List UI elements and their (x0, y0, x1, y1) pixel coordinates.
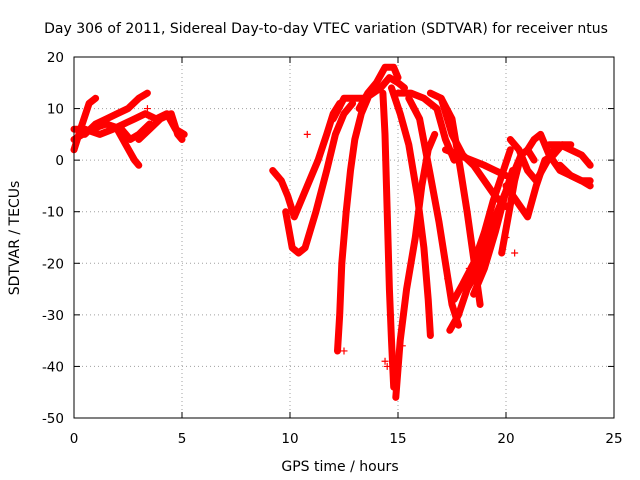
data-track (81, 89, 151, 138)
data-track (388, 84, 434, 339)
data-track (269, 99, 344, 221)
data-track (329, 74, 408, 123)
data-point (444, 275, 452, 283)
data-point (303, 130, 311, 138)
data-point (143, 105, 151, 113)
data-track (355, 63, 402, 113)
y-tick-label: -30 (42, 308, 64, 324)
data-track (545, 141, 594, 169)
x-tick-label: 25 (605, 431, 622, 447)
data-track (450, 146, 514, 303)
y-axis-label: SDTVAR / TECUs (7, 181, 23, 296)
data-track (394, 89, 458, 164)
data-point (465, 264, 473, 272)
axis-ticks: 0 5 10 15 20 25 -50 -40 -30 -20 -10 0 10 20 (42, 50, 623, 447)
x-tick-label: 5 (178, 431, 187, 447)
data-points (70, 63, 594, 401)
x-tick-label: 15 (389, 431, 406, 447)
y-tick-label: 10 (47, 102, 64, 118)
x-tick-label: 0 (70, 431, 79, 447)
x-tick-label: 10 (281, 431, 298, 447)
y-tick-label: -10 (42, 205, 64, 221)
data-point (502, 234, 510, 241)
data-track (282, 99, 357, 257)
x-axis-label: GPS time / hours (281, 459, 398, 475)
y-tick-label: -40 (42, 359, 64, 375)
data-track (556, 161, 594, 190)
data-track (379, 89, 398, 391)
data-point (383, 362, 391, 370)
data-point (511, 249, 519, 257)
plot-frame (73, 56, 615, 419)
y-tick-label: -20 (42, 256, 64, 272)
y-tick-label: 20 (47, 50, 64, 66)
data-track (442, 146, 510, 180)
data-track (334, 94, 372, 355)
data-point (340, 347, 348, 355)
data-point (381, 357, 389, 365)
data-track (405, 94, 462, 329)
y-tick-label: -50 (42, 411, 64, 427)
data-track (102, 120, 143, 169)
data-point (398, 342, 406, 350)
data-point (148, 115, 156, 123)
chart-title: Day 306 of 2011, Sidereal Day-to-day VTE… (44, 21, 608, 37)
data-track (135, 110, 186, 143)
x-tick-label: 20 (497, 431, 514, 447)
y-tick-label: 0 (55, 153, 64, 169)
